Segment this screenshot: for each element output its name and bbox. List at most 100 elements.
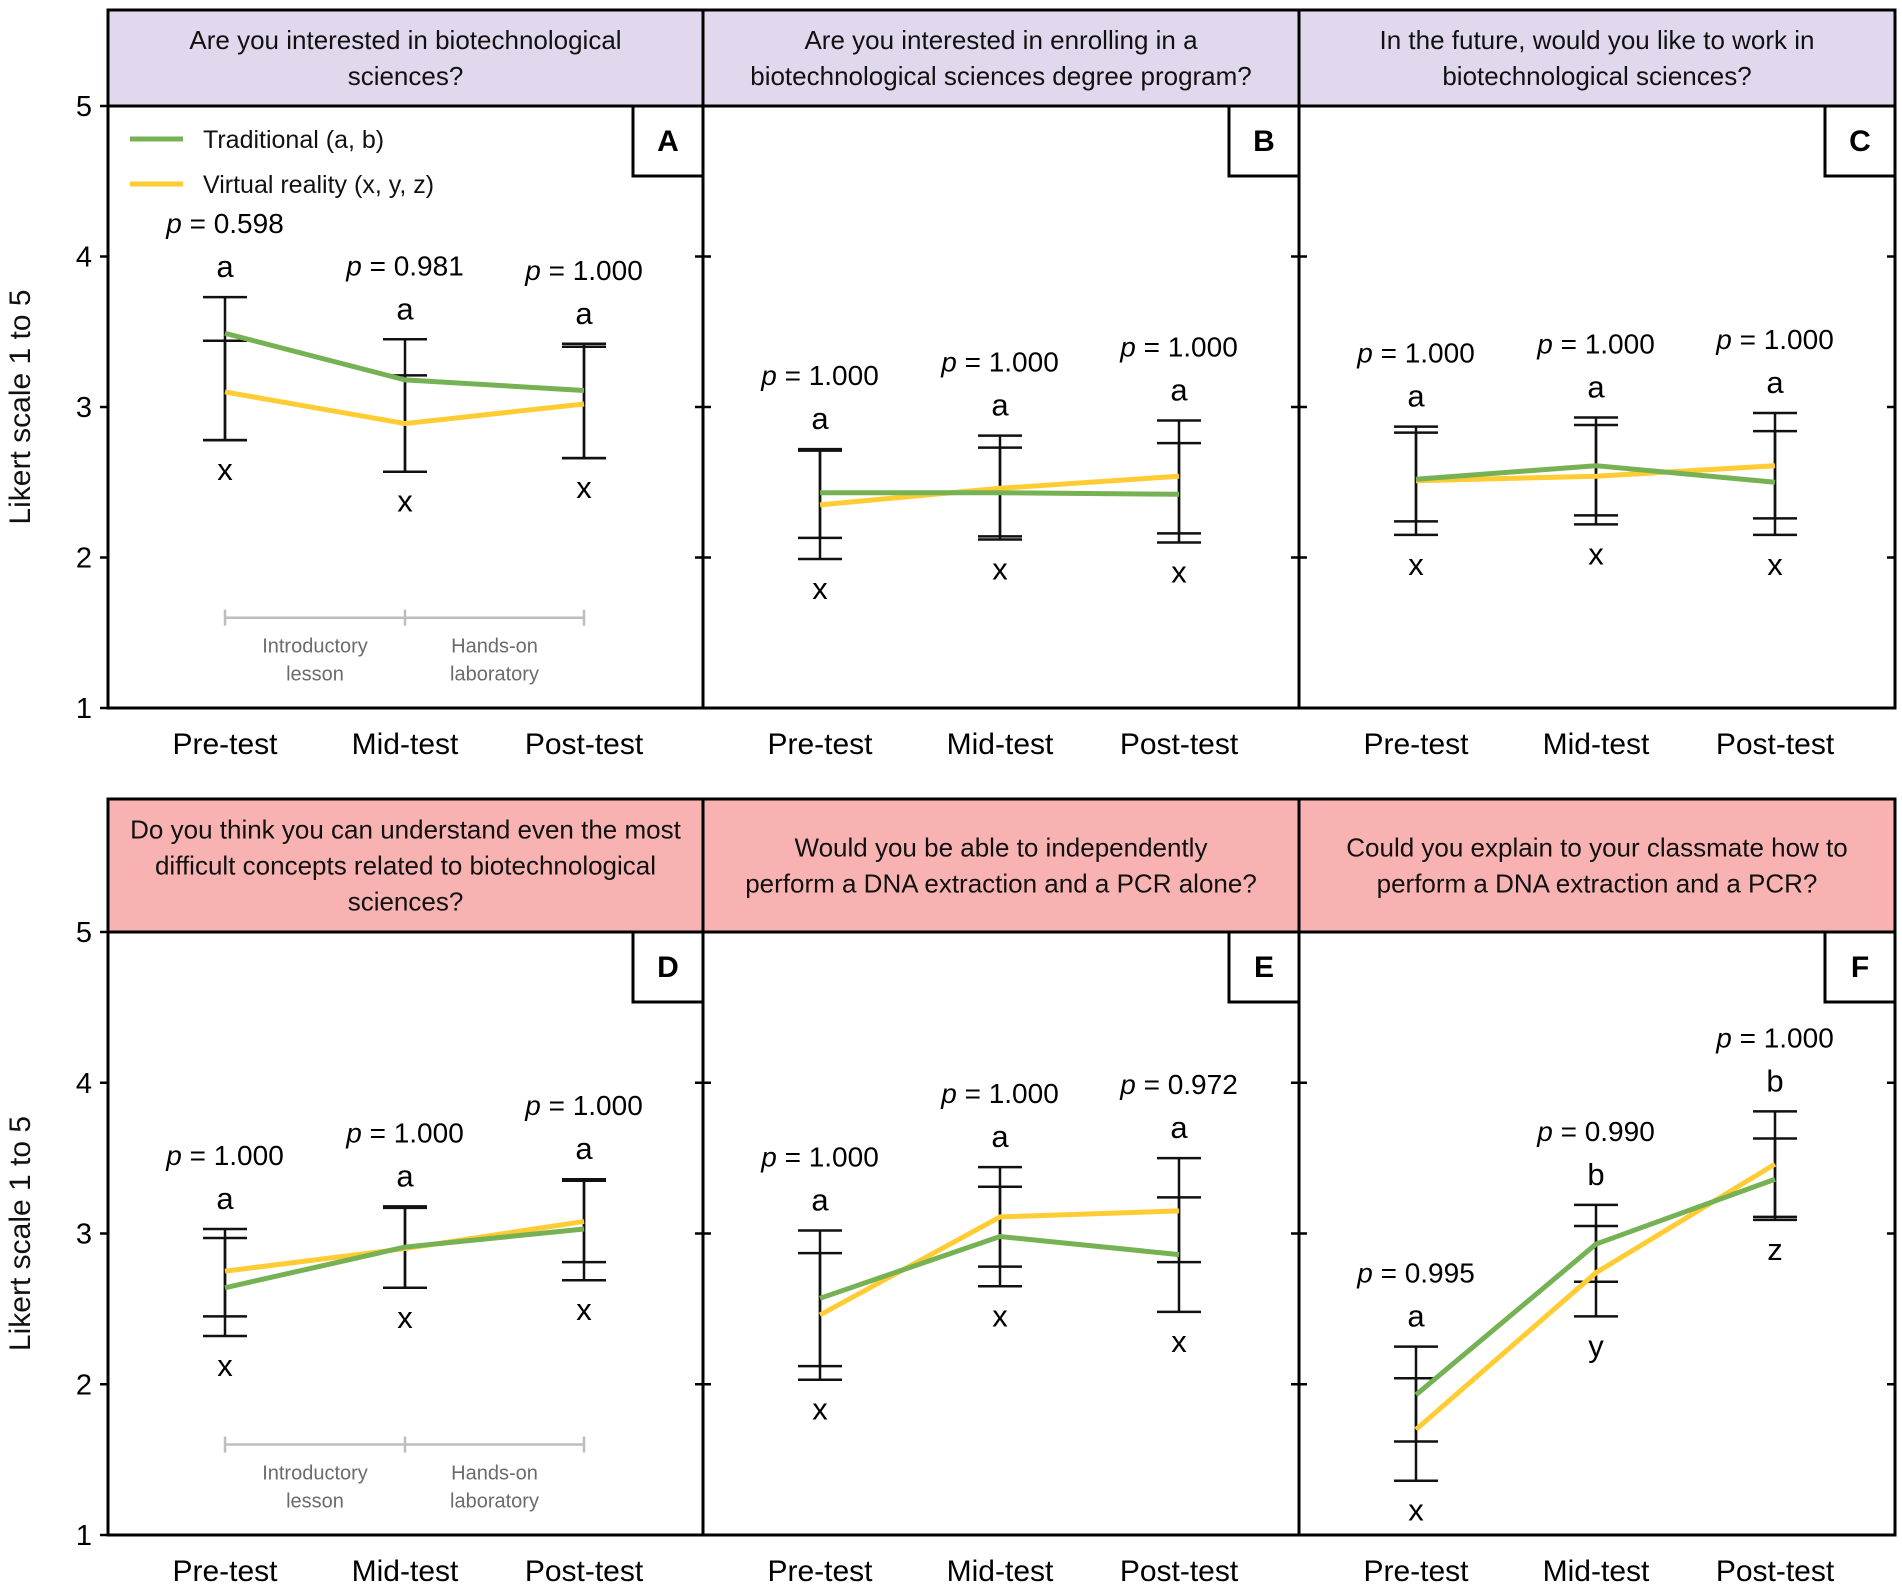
p-symbol: p	[940, 347, 957, 378]
series-line-traditional	[224, 330, 585, 393]
vr-sig-letter: x	[217, 1348, 233, 1383]
y-tick-label: 1	[76, 1520, 92, 1552]
x-tick-label: Pre-test	[172, 1555, 278, 1588]
trad-sig-letter: a	[1170, 1110, 1188, 1145]
p-value: = 1.000	[362, 1117, 464, 1148]
trad-sig-letter: a	[1587, 370, 1605, 405]
x-tick-label: Pre-test	[767, 728, 873, 761]
p-symbol: p	[524, 255, 541, 286]
p-value-label: p = 1.000	[165, 1140, 284, 1171]
series-line-traditional	[1415, 463, 1776, 485]
panel-letter-box	[1227, 104, 1301, 178]
p-value: = 0.972	[1136, 1069, 1238, 1100]
plot-frame	[1297, 104, 1897, 710]
question-line: Could you explain to your classmate how …	[1346, 833, 1848, 863]
p-symbol: p	[1536, 1116, 1553, 1147]
p-symbol: p	[1356, 338, 1373, 369]
phase-label: Introductory	[262, 636, 368, 658]
phase-label: Hands-on	[451, 636, 538, 658]
p-symbol: p	[345, 1117, 362, 1148]
y-tick-label: 1	[76, 693, 92, 725]
y-tick-label: 4	[76, 1068, 92, 1100]
series-line-virtual-reality	[818, 1208, 1180, 1318]
p-value: = 0.990	[1553, 1116, 1655, 1147]
p-value-label: p = 1.000	[760, 360, 879, 391]
p-symbol: p	[1536, 329, 1553, 360]
p-symbol: p	[345, 250, 362, 281]
series-line-traditional	[819, 1234, 1180, 1301]
p-value-label: p = 1.000	[524, 1090, 643, 1121]
vr-sig-letter: x	[992, 551, 1008, 586]
vr-sig-letter: y	[1588, 1328, 1604, 1363]
x-tick-label: Post-test	[525, 728, 644, 761]
series-line-virtual-reality	[1415, 463, 1776, 484]
panel-f: Could you explain to your classmate how …	[1291, 797, 1897, 1588]
p-symbol: p	[940, 1078, 957, 1109]
p-value-label: p = 1.000	[345, 1117, 464, 1148]
p-symbol: p	[1119, 1069, 1136, 1100]
panel-letter: E	[1254, 951, 1274, 984]
trad-sig-letter: a	[396, 291, 414, 326]
p-value: = 1.000	[1136, 332, 1238, 363]
p-symbol: p	[760, 1141, 777, 1172]
panel-letter: B	[1253, 125, 1275, 158]
vr-sig-letter: x	[1171, 1324, 1187, 1359]
trad-sig-letter: a	[575, 296, 593, 331]
x-tick-label: Post-test	[525, 1555, 644, 1588]
trad-sig-letter: a	[1170, 373, 1188, 408]
panel-letter-box	[1227, 930, 1301, 1004]
vr-sig-letter: x	[576, 470, 592, 505]
vr-sig-letter: x	[1588, 536, 1604, 571]
p-value: = 1.000	[1732, 324, 1834, 355]
trad-sig-letter: b	[1766, 1063, 1783, 1098]
panel-letter: A	[657, 125, 679, 158]
x-tick-label: Mid-test	[1543, 1555, 1650, 1588]
question-line: perform a DNA extraction and a PCR alone…	[745, 869, 1257, 899]
panel-letter-box	[631, 930, 705, 1004]
question-line: Are you interested in biotechnological	[189, 25, 621, 55]
p-value-label: p = 1.000	[940, 347, 1059, 378]
p-value: = 1.000	[957, 347, 1059, 378]
panel-e: Would you be able to independently perfor…	[695, 797, 1301, 1588]
trad-sig-letter: a	[216, 249, 234, 284]
p-value: = 1.000	[1373, 338, 1475, 369]
vr-sig-letter: x	[1408, 547, 1424, 582]
question-header	[1297, 797, 1897, 934]
panel-letter: F	[1851, 951, 1869, 984]
phase-label: Introductory	[262, 1463, 368, 1485]
question-line: Are you interested in enrolling in a	[804, 25, 1198, 55]
question-line: Would you be able to independently	[795, 833, 1208, 863]
p-value-label: p = 1.000	[1715, 1022, 1834, 1053]
legend-label: Virtual reality (x, y, z)	[203, 171, 434, 199]
p-symbol: p	[1119, 332, 1136, 363]
panel-c: In the future, would you like to work in…	[1291, 8, 1897, 761]
vr-sig-letter: x	[812, 571, 828, 606]
p-value-label: p = 1.000	[940, 1078, 1059, 1109]
p-value-label: p = 1.000	[1356, 338, 1475, 369]
trad-sig-letter: a	[1766, 365, 1784, 400]
question-header	[106, 797, 705, 934]
y-tick-label: 2	[76, 543, 92, 575]
vr-sig-letter: x	[397, 1300, 413, 1335]
series-line-traditional	[224, 1226, 585, 1291]
y-axis-title: Likert scale 1 to 5	[4, 289, 37, 524]
panel-letter: C	[1849, 125, 1871, 158]
x-tick-label: Pre-test	[172, 728, 278, 761]
question-line: Do you think you can understand even the…	[130, 815, 681, 845]
phase-label: lesson	[286, 1491, 344, 1513]
x-tick-label: Post-test	[1120, 1555, 1239, 1588]
p-value: = 1.000	[1732, 1022, 1834, 1053]
x-tick-label: Post-test	[1120, 728, 1239, 761]
p-value: = 1.000	[182, 1140, 284, 1171]
trad-sig-letter: a	[396, 1158, 414, 1193]
vr-sig-letter: x	[576, 1292, 592, 1327]
y-tick-label: 3	[76, 1219, 92, 1251]
p-symbol: p	[165, 208, 182, 239]
panel-letter: D	[657, 951, 679, 984]
y-tick-label: 5	[76, 917, 92, 949]
p-value-label: p = 1.000	[524, 255, 643, 286]
x-tick-label: Mid-test	[947, 728, 1054, 761]
p-symbol: p	[1356, 1258, 1373, 1289]
series-line-traditional	[1414, 1176, 1776, 1397]
